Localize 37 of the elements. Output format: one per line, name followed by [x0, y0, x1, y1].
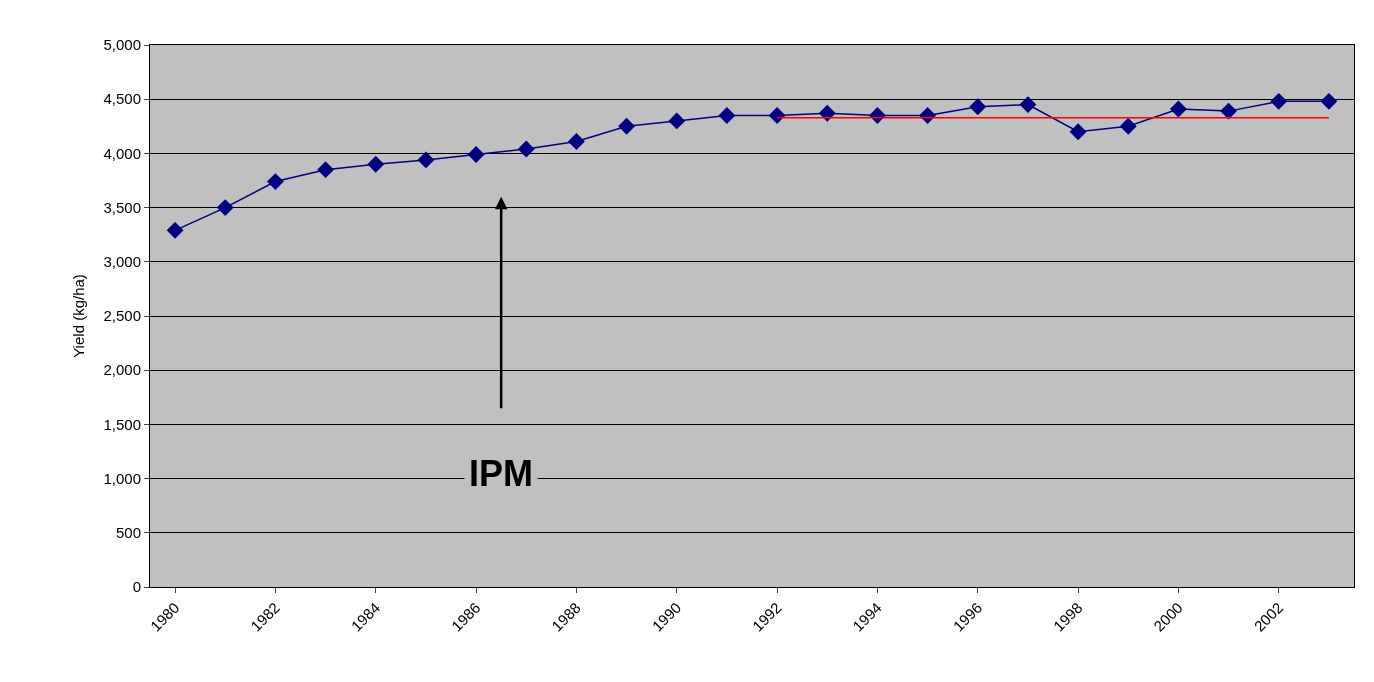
point — [668, 112, 686, 130]
point — [1320, 92, 1338, 110]
y-tick-label: 2,000 — [103, 361, 141, 379]
y-tick-label: 3,000 — [103, 253, 141, 271]
y-tick-label: 4,500 — [103, 90, 141, 108]
y-tick-label: 0 — [132, 578, 141, 596]
point — [1220, 102, 1238, 120]
y-tick-label: 4,000 — [103, 144, 141, 162]
point — [266, 173, 284, 191]
y-tick-label: 1,500 — [103, 415, 141, 433]
point — [467, 146, 485, 163]
point — [919, 107, 937, 124]
point — [567, 133, 585, 150]
point — [618, 117, 636, 135]
point — [417, 151, 435, 169]
y-axis-title: Yield (kg/ha) — [69, 274, 87, 358]
point — [768, 107, 786, 124]
point — [818, 104, 836, 122]
point — [517, 140, 535, 158]
point — [1019, 96, 1037, 114]
point — [868, 107, 886, 124]
y-tick-label: 5,000 — [103, 36, 141, 54]
annotation: IPM — [469, 453, 534, 494]
point — [216, 199, 234, 217]
point — [1169, 100, 1187, 118]
y-tick-label: 2,500 — [103, 307, 141, 325]
point — [317, 161, 335, 179]
point — [718, 107, 736, 124]
y-tick-label: 3,500 — [103, 198, 141, 216]
point — [969, 98, 987, 116]
y-tick-label: 500 — [115, 524, 141, 542]
y-tick-label: 1,000 — [103, 469, 141, 487]
point — [166, 221, 184, 239]
point — [1069, 123, 1087, 141]
point — [1270, 92, 1288, 110]
point — [1119, 117, 1137, 135]
point — [367, 155, 385, 173]
